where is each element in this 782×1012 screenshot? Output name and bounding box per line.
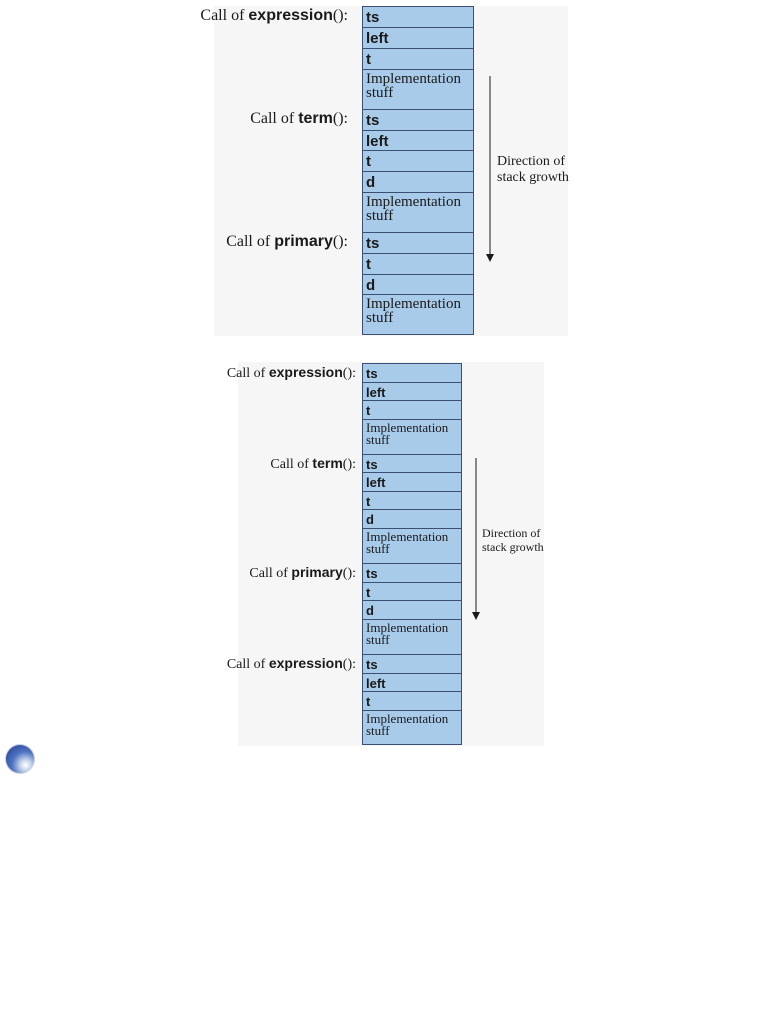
- diagram-1-growth-label: Direction of stack growth: [497, 154, 569, 186]
- stack-cell-ts: ts: [363, 7, 473, 28]
- stack-cell-ts: ts: [363, 364, 461, 383]
- diagram-1-call-expression: Call of expression():: [200, 7, 348, 24]
- stack-cell-implementation: Implementation stuff: [363, 193, 473, 233]
- diagram-2-growth-arrow: [472, 458, 480, 620]
- stack-cell-implementation: Implementation stuff: [363, 420, 461, 455]
- stack-cell-t: t: [363, 49, 473, 70]
- diagram-1-call-term: Call of term():: [250, 110, 348, 127]
- stack-cell-t: t: [363, 583, 461, 601]
- diagram-1-growth-arrow: [486, 76, 494, 262]
- stack-cell-d: d: [363, 601, 461, 620]
- stack-cell-implementation: Implementation stuff: [363, 529, 461, 564]
- stack-cell-left: left: [363, 674, 461, 692]
- stack-cell-t: t: [363, 254, 473, 275]
- diagram-1-call-primary: Call of primary():: [226, 233, 348, 250]
- stack-cell-ts: ts: [363, 455, 461, 473]
- diagram-2-call-term: Call of term():: [270, 455, 356, 472]
- stack-cell-implementation: Implementation stuff: [363, 620, 461, 655]
- stack-cell-d: d: [363, 172, 473, 193]
- growth-label-line-2: stack growth: [482, 539, 544, 554]
- stack-cell-left: left: [363, 131, 473, 151]
- growth-label-line-2: stack growth: [497, 170, 569, 186]
- stack-cell-left: left: [363, 383, 461, 401]
- blue-sphere-bullet-icon: [6, 745, 34, 773]
- stack-cell-implementation: Implementation stuff: [366, 296, 461, 327]
- stack-cell-ts: ts: [363, 110, 473, 131]
- stack-cell-t: t: [363, 492, 461, 510]
- diagram-2-call-expression: Call of expression():: [226, 655, 356, 672]
- stack-cell-ts: ts: [363, 655, 461, 674]
- stack-cell-implementation: Implementation stuff: [366, 711, 449, 739]
- diagram-2-call-expression: Call of expression():: [226, 364, 356, 381]
- stack-cell-ts: ts: [363, 564, 461, 583]
- stack-cell-left: left: [363, 473, 461, 492]
- growth-label-line-1: Direction of: [482, 526, 541, 540]
- stack-cell-t: t: [363, 401, 461, 420]
- stack-cell-t: t: [363, 692, 461, 711]
- diagram-2-stack: ts left t Implementation stuff ts left t…: [362, 363, 462, 745]
- diagram-1-stack: ts left t Implementation stuff ts left t…: [362, 6, 474, 335]
- diagram-2-growth-label: Direction of stack growth: [482, 526, 544, 555]
- stack-cell-ts: ts: [363, 233, 473, 254]
- stack-cell-d: d: [363, 510, 461, 529]
- diagram-2-call-primary: Call of primary():: [249, 564, 356, 581]
- stack-cell-d: d: [363, 275, 473, 295]
- stack-cell-implementation: Implementation stuff: [363, 70, 473, 110]
- stack-cell-t: t: [363, 151, 473, 172]
- stack-cell-left: left: [363, 28, 473, 49]
- growth-label-line-1: Direction of: [497, 154, 566, 169]
